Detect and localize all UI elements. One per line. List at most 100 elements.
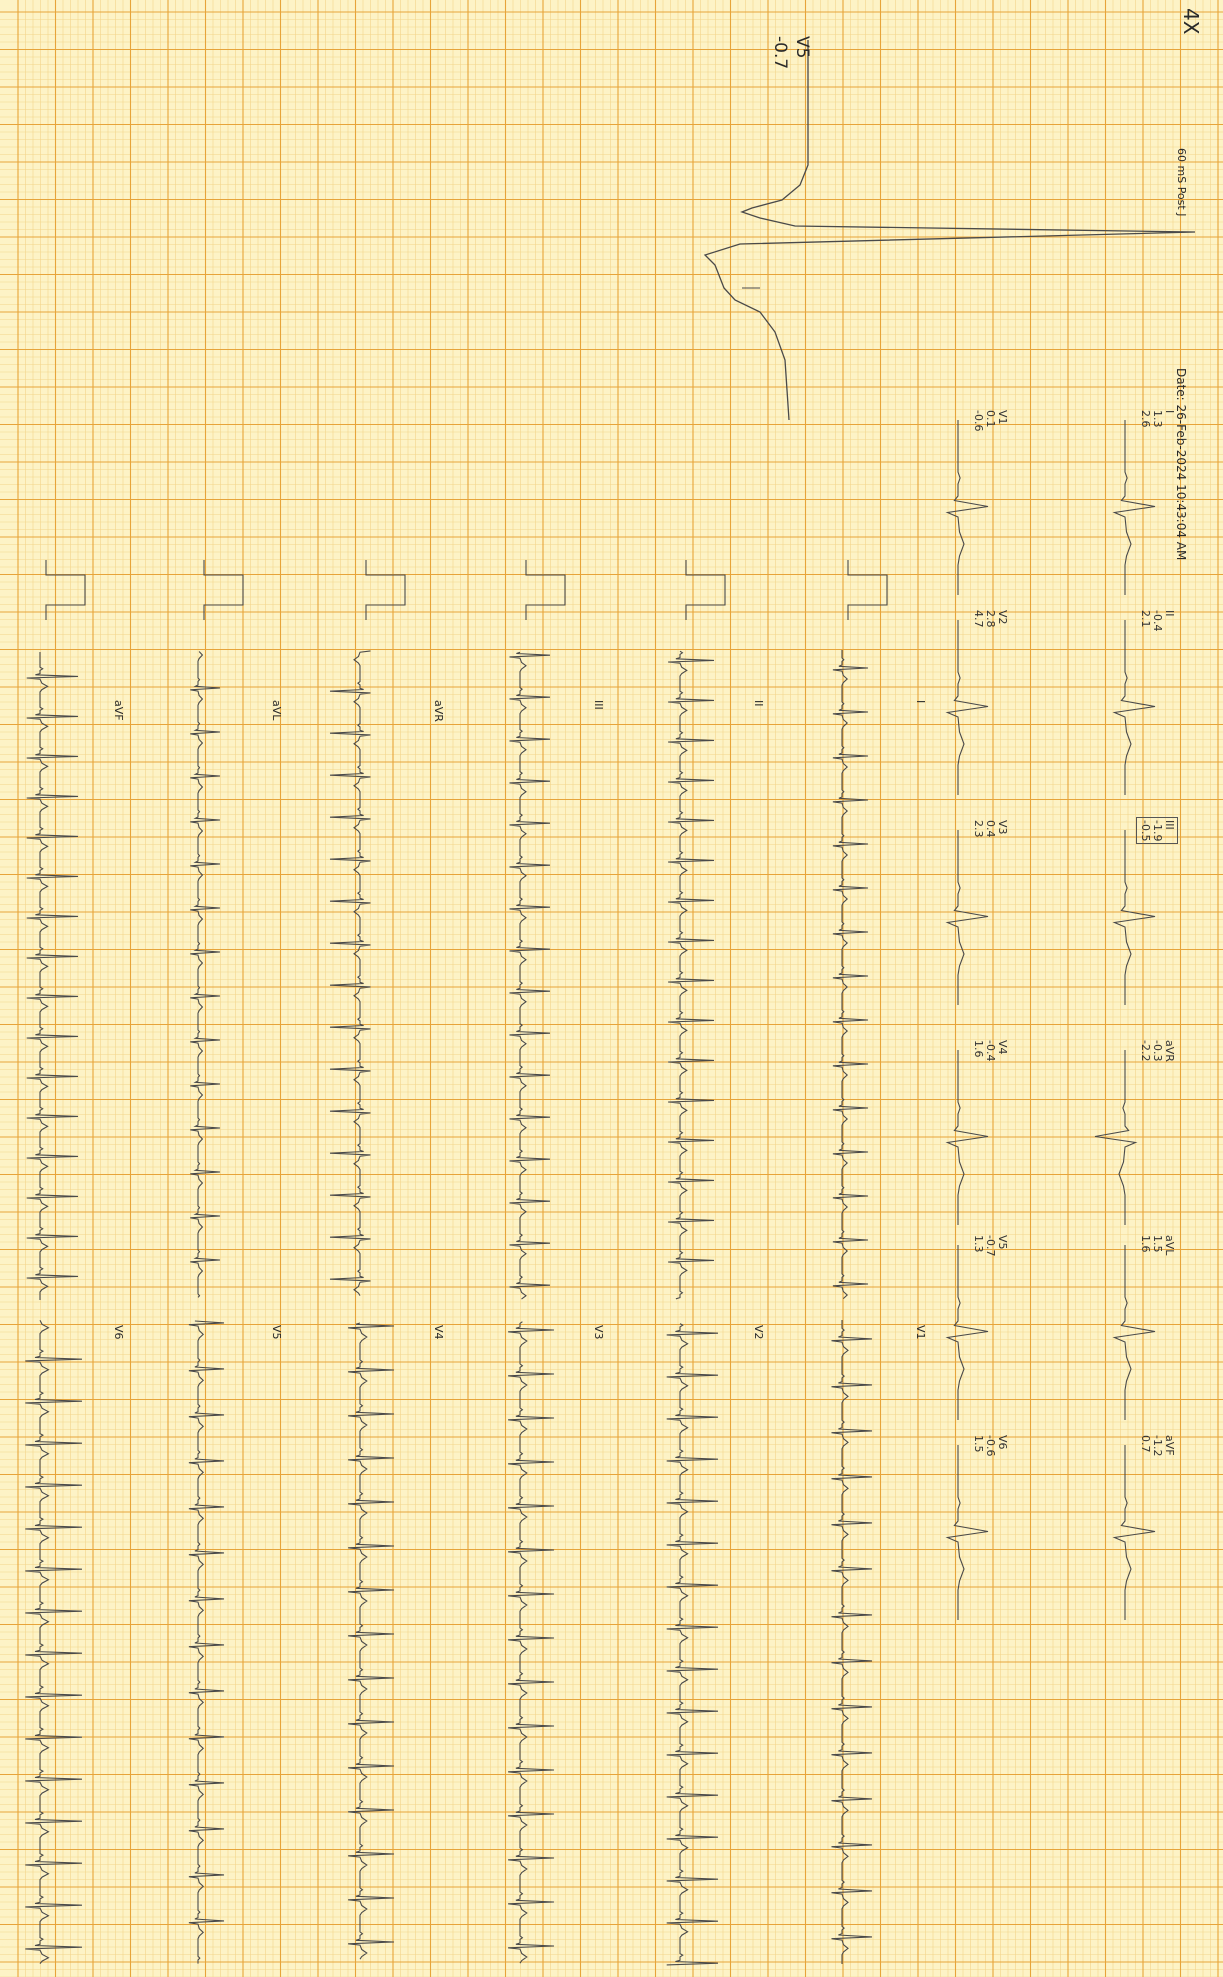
measurement-value-2: 1.6 — [1139, 1235, 1152, 1253]
measurement-value-1: -0.4 — [984, 1040, 997, 1062]
measurement-lead: II — [1163, 610, 1176, 617]
measurement-value-1: 1.3 — [1151, 410, 1164, 428]
median-beat-trace — [1112, 830, 1156, 1005]
rhythm-strip-right-trace — [188, 1320, 225, 1964]
post-j-label: 60 mS Post J — [1175, 148, 1188, 217]
median-beat-trace — [1094, 1050, 1138, 1225]
calibration-pulse — [847, 560, 888, 620]
measurement-lead: aVL — [1163, 1235, 1176, 1256]
rhythm-strip-left-trace — [26, 652, 79, 1300]
measurement-lead: V5 — [996, 1235, 1009, 1250]
measurement-value-2: -0.5 — [1139, 820, 1152, 842]
rhythm-strip-left-trace — [509, 651, 551, 1300]
measurement-block: aVL 1.5 1.6 — [1139, 1235, 1176, 1256]
strip-lead-label-left: II — [752, 700, 765, 707]
enlarged-lead-label: V5 — [792, 36, 812, 59]
strip-lead-label-right: V1 — [914, 1325, 927, 1340]
calibration-pulse — [45, 560, 86, 620]
median-beats — [945, 420, 1156, 1620]
measurement-value-2: 4.7 — [972, 610, 985, 628]
measurement-value-2: 2.1 — [1139, 610, 1152, 628]
enlarged-lead-value: -0.7 — [770, 36, 790, 70]
measurement-block: aVR -0.3 -2.2 — [1139, 1040, 1176, 1062]
measurement-lead: III — [1163, 820, 1176, 830]
measurement-value-2: 2.3 — [972, 820, 985, 838]
measurement-value-1: 0.1 — [984, 410, 997, 428]
median-beat-trace — [945, 420, 989, 595]
measurement-value-1: 0.4 — [984, 820, 997, 838]
measurement-value-1: -0.4 — [1151, 610, 1164, 632]
strip-lead-label-left: I — [914, 700, 927, 704]
strip-lead-label-left: aVF — [112, 700, 125, 721]
enlarged-v5-beat — [703, 40, 1196, 421]
strip-lead-label-left: aVL — [270, 700, 283, 721]
median-beat-trace — [1112, 620, 1156, 795]
measurement-block: II -0.4 2.1 — [1139, 610, 1176, 632]
measurement-value-1: -0.6 — [984, 1435, 997, 1457]
measurement-lead: V1 — [996, 410, 1009, 425]
measurement-value-1: -0.3 — [1151, 1040, 1164, 1062]
magnification-label: 4X — [1179, 8, 1203, 35]
measurement-value-2: 1.3 — [972, 1235, 985, 1253]
measurement-lead: V6 — [996, 1435, 1009, 1450]
measurement-value-2: -2.2 — [1139, 1040, 1152, 1062]
calibration-pulse — [685, 560, 726, 620]
rhythm-strip-right-trace — [348, 1322, 395, 1960]
measurement-lead: aVR — [1163, 1040, 1176, 1062]
measurement-value-1: -1.9 — [1151, 820, 1164, 842]
measurement-block: V2 2.8 4.7 — [972, 610, 1009, 628]
measurement-lead: I — [1163, 410, 1176, 414]
measurement-block: I 1.3 2.6 — [1139, 410, 1176, 428]
median-beat-trace — [945, 830, 989, 1005]
rhythm-strip-left-trace — [329, 650, 371, 1296]
measurement-lead: V2 — [996, 610, 1009, 625]
measurement-value-1: 2.8 — [984, 610, 997, 628]
strip-lead-label-right: V5 — [270, 1325, 283, 1340]
measurement-lead: V3 — [996, 820, 1009, 835]
measurement-value-1: -0.7 — [984, 1235, 997, 1257]
calibration-pulse — [203, 560, 244, 620]
measurement-block: III -1.9 -0.5 — [1133, 818, 1181, 844]
measurement-value-2: -0.6 — [972, 410, 985, 432]
median-beat-trace — [945, 1445, 989, 1620]
median-beat-trace — [945, 620, 989, 795]
median-beat-trace — [1112, 1245, 1156, 1420]
measurement-value-1: 1.5 — [1151, 1235, 1164, 1253]
median-beat-trace — [945, 1050, 989, 1225]
measurement-block: V5 -0.7 1.3 — [972, 1235, 1009, 1257]
measurement-value-2: 0.7 — [1139, 1435, 1152, 1453]
measurement-block: V6 -0.6 1.5 — [972, 1435, 1009, 1457]
strip-lead-label-left: III — [592, 700, 605, 710]
measurement-lead: aVF — [1163, 1435, 1176, 1456]
strip-lead-label-right: V6 — [112, 1325, 125, 1340]
measurement-value-1: -1.2 — [1151, 1435, 1164, 1457]
measurement-block: V3 0.4 2.3 — [972, 820, 1009, 838]
rhythm-strip-left-trace — [668, 650, 715, 1300]
strip-lead-label-left: aVR — [432, 700, 445, 722]
rhythm-strip-left-trace — [832, 650, 869, 1300]
measurement-value-2: 2.6 — [1139, 410, 1152, 428]
median-beat-trace — [1112, 1445, 1156, 1620]
calibration-pulse — [525, 560, 566, 620]
measurement-block: aVF -1.2 0.7 — [1139, 1435, 1176, 1457]
measurement-block: V1 0.1 -0.6 — [972, 410, 1009, 432]
measurement-value-2: 1.6 — [972, 1040, 985, 1058]
strip-lead-label-right: V3 — [592, 1325, 605, 1340]
rhythm-strip-right-trace — [508, 1321, 555, 1964]
enlarged-beat-trace — [703, 40, 1196, 421]
strip-lead-label-right: V2 — [752, 1325, 765, 1340]
rhythm-strip-left-trace — [190, 651, 221, 1298]
measurement-value-2: 1.5 — [972, 1435, 985, 1453]
rhythm-strip-right-trace — [25, 1319, 83, 1964]
median-beat-trace — [945, 1245, 989, 1420]
measurement-lead: V4 — [996, 1040, 1009, 1055]
strip-lead-label-right: V4 — [432, 1325, 445, 1340]
rhythm-strip-right-trace — [831, 1320, 873, 1964]
ecg-date: Date: 26-Feb-2024 10:43:04 AM — [1174, 368, 1188, 561]
calibration-pulse — [365, 560, 406, 620]
measurement-block: V4 -0.4 1.6 — [972, 1040, 1009, 1062]
